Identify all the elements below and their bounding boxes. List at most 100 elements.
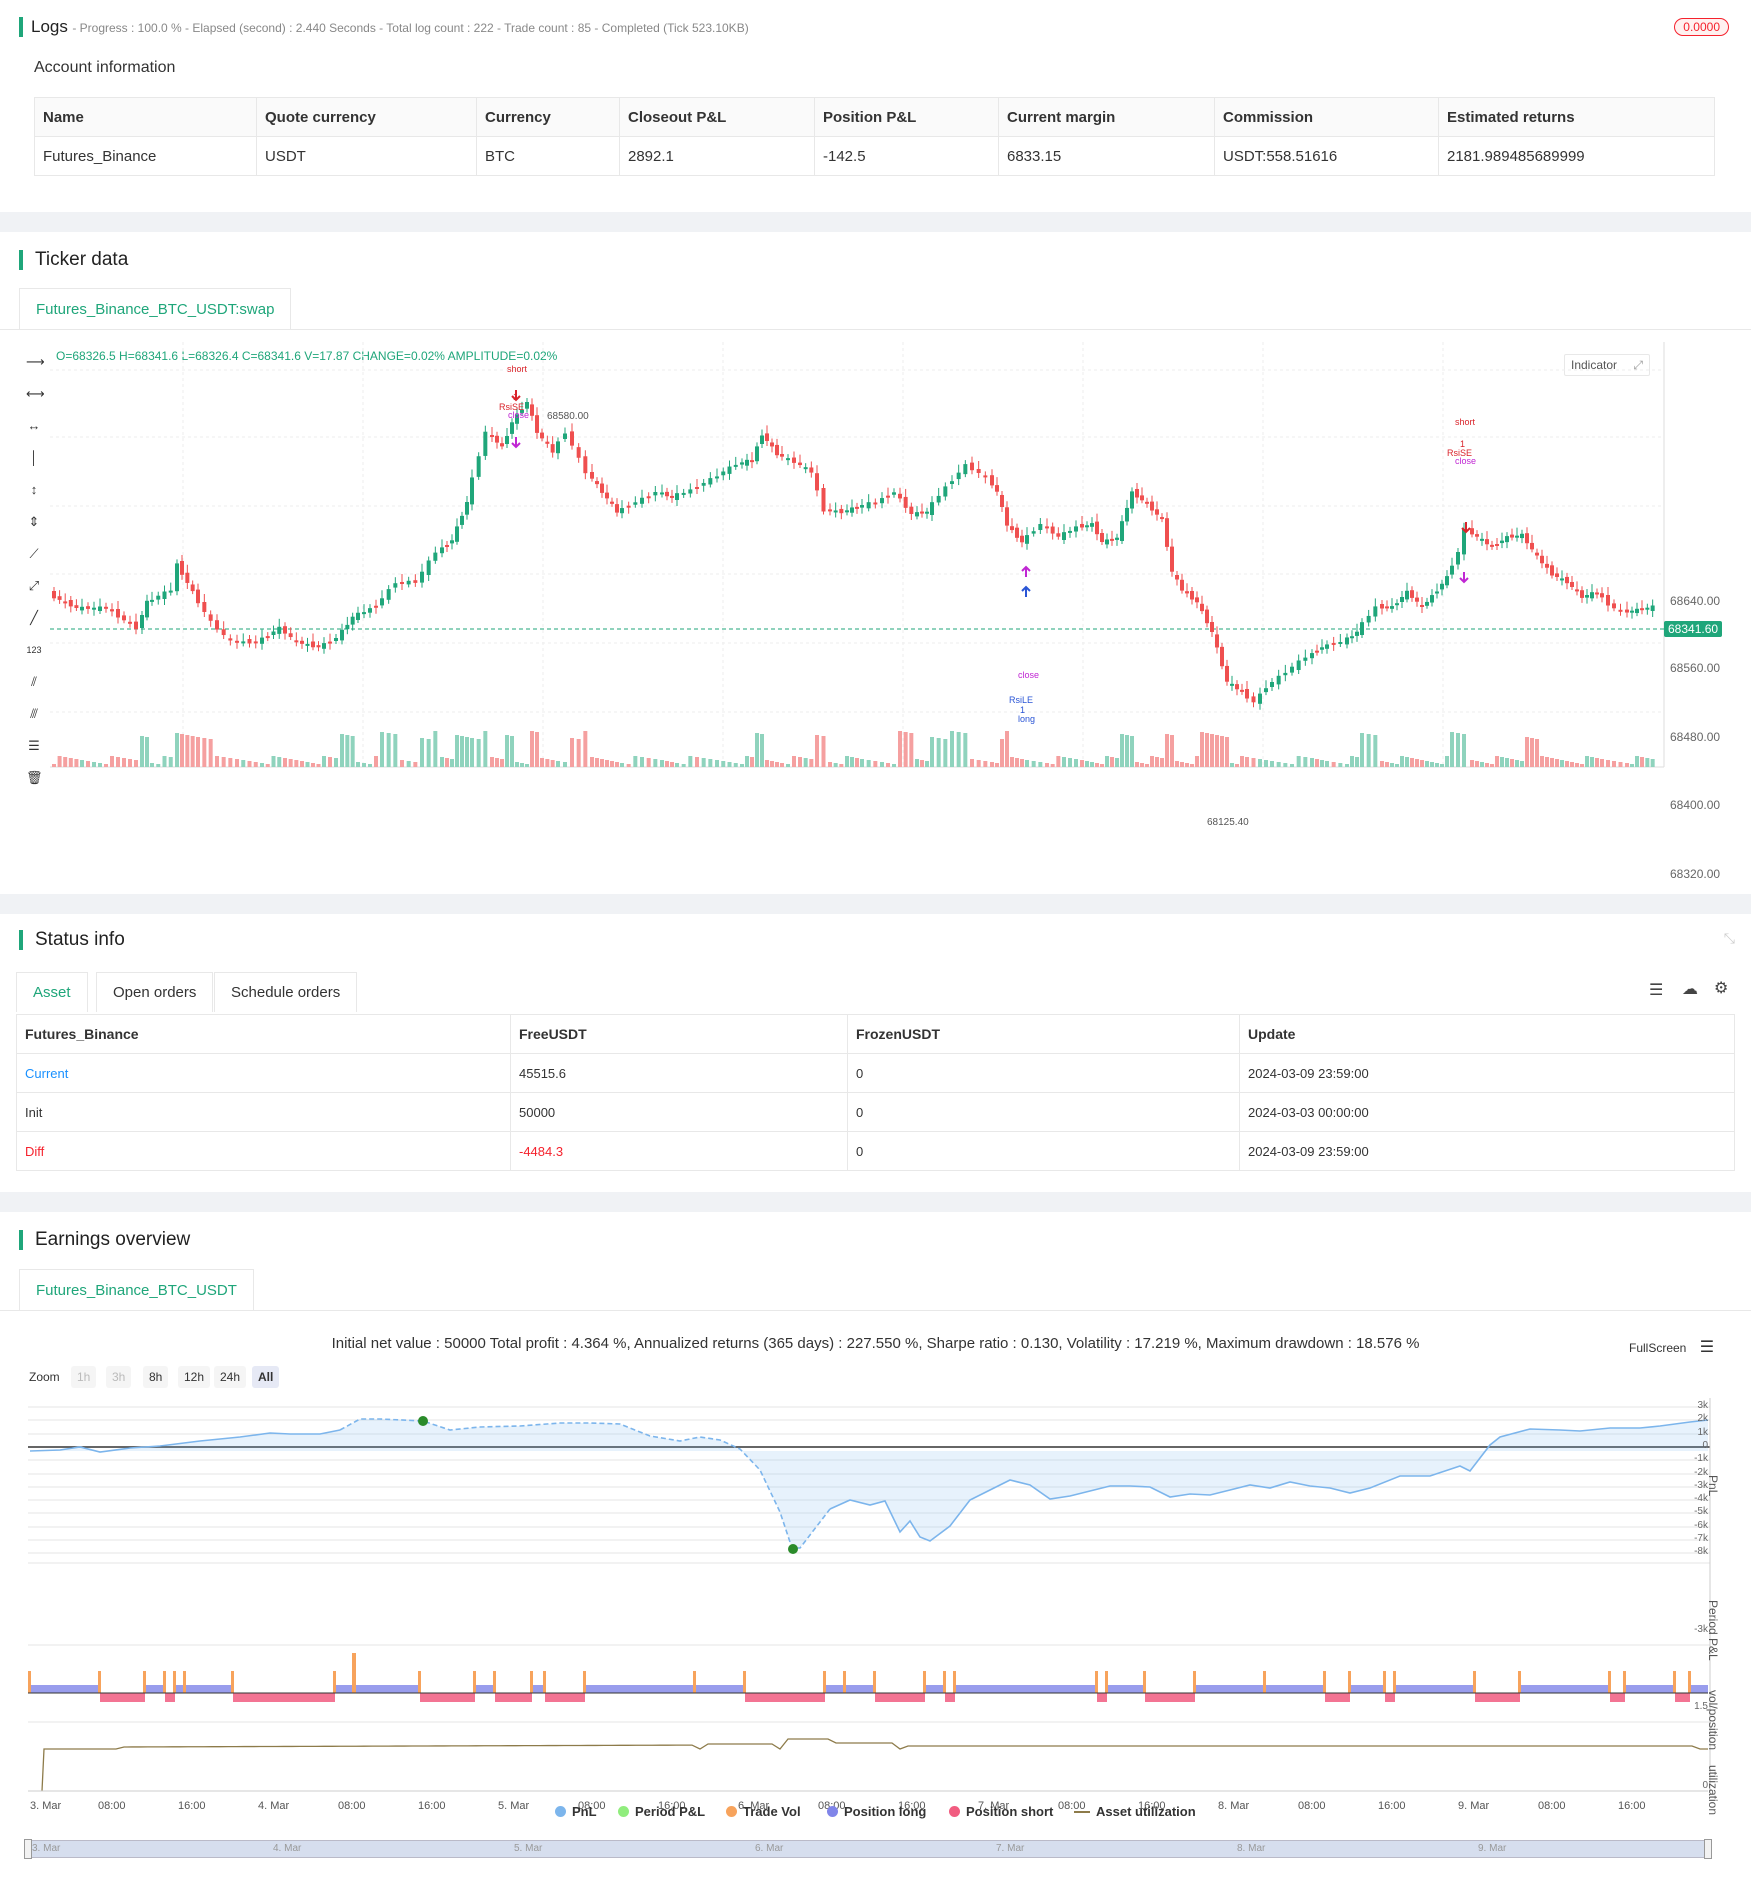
volume-bar (983, 761, 988, 767)
candle-body (1270, 682, 1274, 687)
ticker-tab[interactable]: Futures_Binance_BTC_USDT:swap (19, 288, 292, 330)
trade-vol-bar (583, 1671, 586, 1693)
volume-bar (1296, 756, 1301, 767)
navigator-tick: 3. Mar (32, 1843, 61, 1854)
candle-body (433, 552, 438, 561)
candle-body (1010, 526, 1014, 531)
legend-util[interactable]: Asset utilization (1074, 1804, 1196, 1819)
fibonacci-icon[interactable]: ⫻ (30, 706, 38, 721)
legend-long[interactable]: Position long (827, 1804, 926, 1819)
price-line-icon[interactable]: 123 (26, 645, 42, 655)
annotation-close: close (1018, 670, 1040, 680)
candle-body (821, 488, 826, 512)
volume-bar (765, 760, 769, 767)
volume-bar (1031, 761, 1036, 767)
time-tick: 16:00 (178, 1800, 206, 1812)
volume-bar (490, 757, 494, 767)
zoom-all[interactable]: All (252, 1366, 280, 1388)
candle-body (1500, 540, 1504, 544)
volume-bar (374, 756, 378, 767)
navigator-right-handle[interactable] (1704, 1839, 1712, 1859)
parallel-channel-icon[interactable]: ⫽ (31, 674, 37, 689)
volume-bar (362, 763, 366, 767)
legend-pnl[interactable]: PnL (555, 1804, 597, 1819)
legend-trade-vol[interactable]: Trade Vol (726, 1804, 801, 1819)
tab-schedule-orders[interactable]: Schedule orders (214, 972, 358, 1012)
zoom-24h[interactable]: 24h (214, 1366, 247, 1388)
candle-body (1606, 595, 1610, 606)
horizontal-lines-icon[interactable]: ☰ (28, 738, 40, 753)
volume-bar (322, 756, 326, 767)
zoom-1h[interactable]: 1h (71, 1366, 97, 1388)
earnings-title: Earnings overview (19, 1230, 190, 1250)
candle-body (1420, 605, 1424, 607)
ray-line-icon[interactable]: ⤢ (28, 578, 40, 593)
earnings-tab[interactable]: Futures_Binance_BTC_USDT (19, 1269, 254, 1311)
candle-body (1580, 590, 1584, 598)
volume-bar (356, 762, 360, 767)
candle-body (116, 609, 120, 618)
time-tick: 16:00 (1618, 1800, 1646, 1812)
time-tick: 4. Mar (258, 1800, 290, 1812)
legend-short[interactable]: Position short (949, 1804, 1053, 1819)
candle-body (350, 616, 355, 625)
cloud-download-icon[interactable]: ☁ (1682, 981, 1698, 998)
candle-body (1050, 526, 1055, 534)
candlestick-chart[interactable] (0, 342, 1751, 772)
asset-cell: 0 (847, 1053, 1240, 1093)
volume-bar (168, 757, 173, 767)
vertical-line-icon[interactable]: │ (29, 450, 39, 465)
list-icon[interactable]: ☰ (1649, 982, 1664, 999)
earnings-chart[interactable] (0, 1398, 1751, 1878)
volume-bar (525, 764, 529, 767)
candle-body (530, 404, 534, 416)
volume-bar (576, 739, 581, 767)
candle-body (1445, 576, 1449, 586)
earnings-tab-underline (0, 1310, 1751, 1311)
volume-bar (1366, 734, 1371, 767)
zoom-12h[interactable]: 12h (178, 1366, 211, 1388)
tab-asset[interactable]: Asset (16, 972, 88, 1012)
volume-bar (1062, 757, 1066, 767)
position-short-band (100, 1693, 145, 1702)
vertical-segment-icon[interactable]: ⇕ (28, 514, 40, 529)
volume-bar (57, 756, 62, 767)
legend-pnl-label: PnL (572, 1804, 597, 1819)
candle-body (450, 540, 454, 544)
candle-body (626, 505, 631, 508)
tab-open-orders[interactable]: Open orders (96, 972, 214, 1012)
volume-bar (1038, 762, 1043, 767)
candle-body (1220, 646, 1224, 667)
segment-line-icon[interactable]: ╱ (30, 610, 38, 625)
zoom-8h[interactable]: 8h (143, 1366, 169, 1388)
annotation-long: long (1018, 714, 1036, 724)
candle-body (600, 483, 604, 493)
candle-body (1410, 590, 1414, 598)
vertical-ray-icon[interactable]: ↕ (30, 482, 38, 497)
legend-long-marker (827, 1806, 838, 1817)
horizontal-line-icon[interactable]: ⟶ (26, 354, 45, 369)
volume-bar (1510, 759, 1514, 767)
horizontal-ray-icon[interactable]: ⟷ (26, 386, 45, 401)
trade-vol-bar (333, 1671, 336, 1693)
candle-body (1005, 507, 1009, 526)
navigator-left-handle[interactable] (24, 1839, 32, 1859)
volume-bar (675, 763, 679, 767)
zoom-3h[interactable]: 3h (106, 1366, 132, 1388)
fullscreen-button[interactable]: FullScreen ☰ (1629, 1337, 1714, 1357)
volume-bar (1100, 764, 1104, 767)
trend-line-icon[interactable]: ⟋ (29, 546, 39, 561)
collapse-icon[interactable]: ⤡ (1723, 930, 1735, 946)
candle-body (122, 615, 126, 621)
candle-body (809, 467, 814, 473)
candle-body (1565, 576, 1569, 584)
candle-body (1205, 609, 1209, 624)
pnl-line (29, 1429, 341, 1453)
candle-body (860, 505, 864, 508)
volume-bar (476, 739, 481, 767)
settings-gear-icon[interactable]: ⚙ (1714, 980, 1729, 997)
legend-period[interactable]: Period P&L (618, 1804, 705, 1819)
candle-body (815, 473, 819, 491)
trash-icon[interactable]: 🗑 (26, 770, 43, 785)
horizontal-segment-icon[interactable]: ↔ (27, 418, 41, 433)
